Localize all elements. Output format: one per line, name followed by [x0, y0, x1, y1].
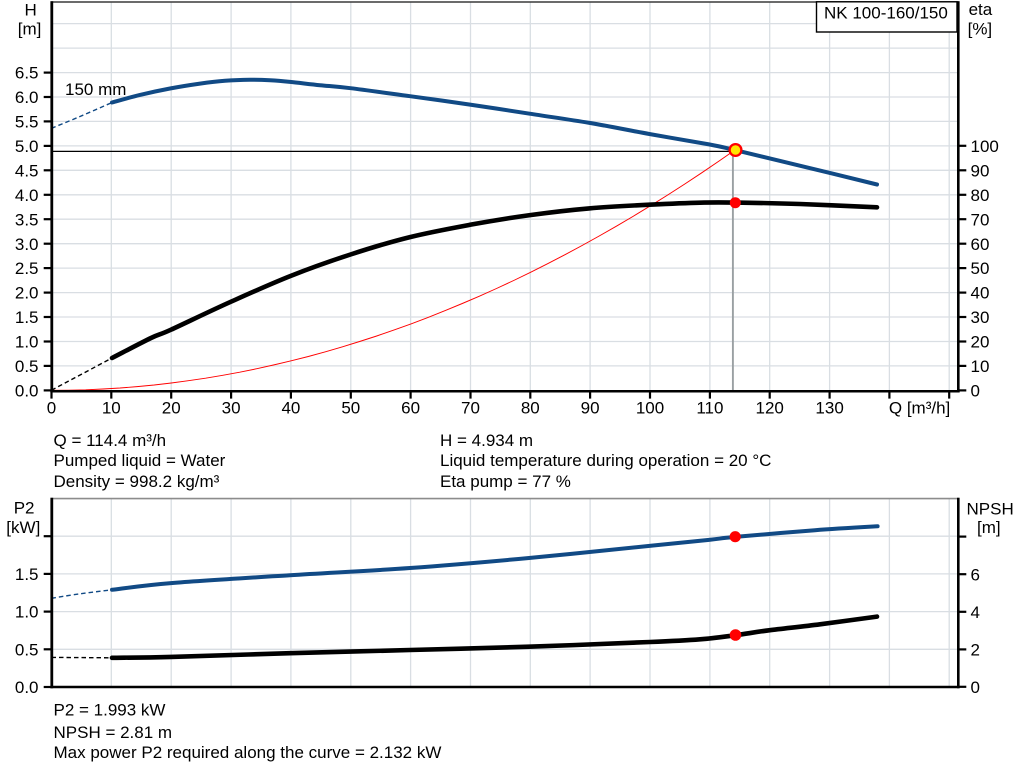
svg-text:110: 110	[696, 399, 723, 418]
svg-text:Eta pump = 77 %: Eta pump = 77 %	[440, 472, 571, 491]
svg-text:0.5: 0.5	[15, 357, 39, 376]
svg-text:6: 6	[971, 565, 980, 584]
svg-text:0: 0	[47, 399, 56, 418]
svg-text:[m]: [m]	[18, 20, 42, 39]
svg-text:50: 50	[341, 399, 360, 418]
svg-text:[%]: [%]	[968, 19, 993, 38]
svg-text:100: 100	[636, 399, 664, 418]
svg-text:80: 80	[971, 186, 990, 205]
svg-text:70: 70	[461, 399, 480, 418]
svg-text:50: 50	[971, 259, 990, 278]
svg-text:60: 60	[971, 235, 990, 254]
svg-text:Max power P2 required along th: Max power P2 required along the curve = …	[54, 743, 442, 762]
svg-text:30: 30	[222, 399, 241, 418]
svg-text:3.5: 3.5	[15, 210, 39, 229]
svg-text:4: 4	[971, 603, 980, 622]
svg-text:2.0: 2.0	[15, 284, 39, 303]
svg-text:0: 0	[971, 678, 980, 697]
svg-text:1.5: 1.5	[15, 308, 39, 327]
svg-text:5.5: 5.5	[15, 113, 39, 132]
svg-text:0.0: 0.0	[15, 678, 39, 697]
svg-text:Density = 998.2 kg/m³: Density = 998.2 kg/m³	[54, 472, 220, 491]
svg-text:NPSH: NPSH	[967, 499, 1014, 518]
svg-text:NPSH = 2.81 m: NPSH = 2.81 m	[54, 723, 173, 742]
svg-text:4.0: 4.0	[15, 186, 39, 205]
svg-text:0: 0	[971, 382, 980, 401]
svg-text:6.5: 6.5	[15, 64, 39, 83]
svg-text:30: 30	[971, 308, 990, 327]
svg-text:1.0: 1.0	[15, 333, 39, 352]
svg-text:0.0: 0.0	[15, 382, 39, 401]
svg-text:1.5: 1.5	[15, 565, 39, 584]
svg-text:40: 40	[281, 399, 300, 418]
svg-text:130: 130	[815, 399, 843, 418]
svg-text:H = 4.934 m: H = 4.934 m	[440, 431, 533, 450]
svg-text:[m]: [m]	[977, 518, 1001, 537]
svg-text:10: 10	[102, 399, 121, 418]
svg-text:90: 90	[581, 399, 600, 418]
svg-text:100: 100	[971, 137, 999, 156]
svg-text:P2 = 1.993 kW: P2 = 1.993 kW	[54, 701, 166, 720]
svg-text:P2: P2	[14, 499, 35, 518]
svg-text:2: 2	[971, 641, 980, 660]
svg-text:6.0: 6.0	[15, 88, 39, 107]
svg-text:Q [m³/h]: Q [m³/h]	[889, 399, 950, 418]
svg-text:1.0: 1.0	[15, 603, 39, 622]
svg-text:70: 70	[971, 210, 990, 229]
svg-text:20: 20	[971, 333, 990, 352]
svg-text:80: 80	[521, 399, 540, 418]
svg-text:3.0: 3.0	[15, 235, 39, 254]
svg-text:0.5: 0.5	[15, 640, 39, 659]
svg-text:NK 100-160/150: NK 100-160/150	[824, 4, 948, 23]
svg-text:5.0: 5.0	[15, 137, 39, 156]
svg-text:Liquid temperature during oper: Liquid temperature during operation = 20…	[440, 451, 771, 470]
svg-text:eta: eta	[969, 0, 993, 19]
svg-text:40: 40	[971, 284, 990, 303]
svg-text:2.5: 2.5	[15, 259, 39, 278]
svg-text:60: 60	[401, 399, 420, 418]
svg-text:H: H	[25, 0, 37, 19]
svg-text:120: 120	[756, 399, 784, 418]
svg-text:Pumped liquid = Water: Pumped liquid = Water	[54, 451, 226, 470]
svg-text:[kW]: [kW]	[6, 518, 40, 537]
svg-text:10: 10	[971, 357, 990, 376]
svg-text:90: 90	[971, 161, 990, 180]
svg-text:150 mm: 150 mm	[65, 80, 126, 99]
svg-text:Q = 114.4 m³/h: Q = 114.4 m³/h	[54, 431, 167, 450]
svg-text:4.5: 4.5	[15, 161, 39, 180]
svg-text:20: 20	[162, 399, 181, 418]
